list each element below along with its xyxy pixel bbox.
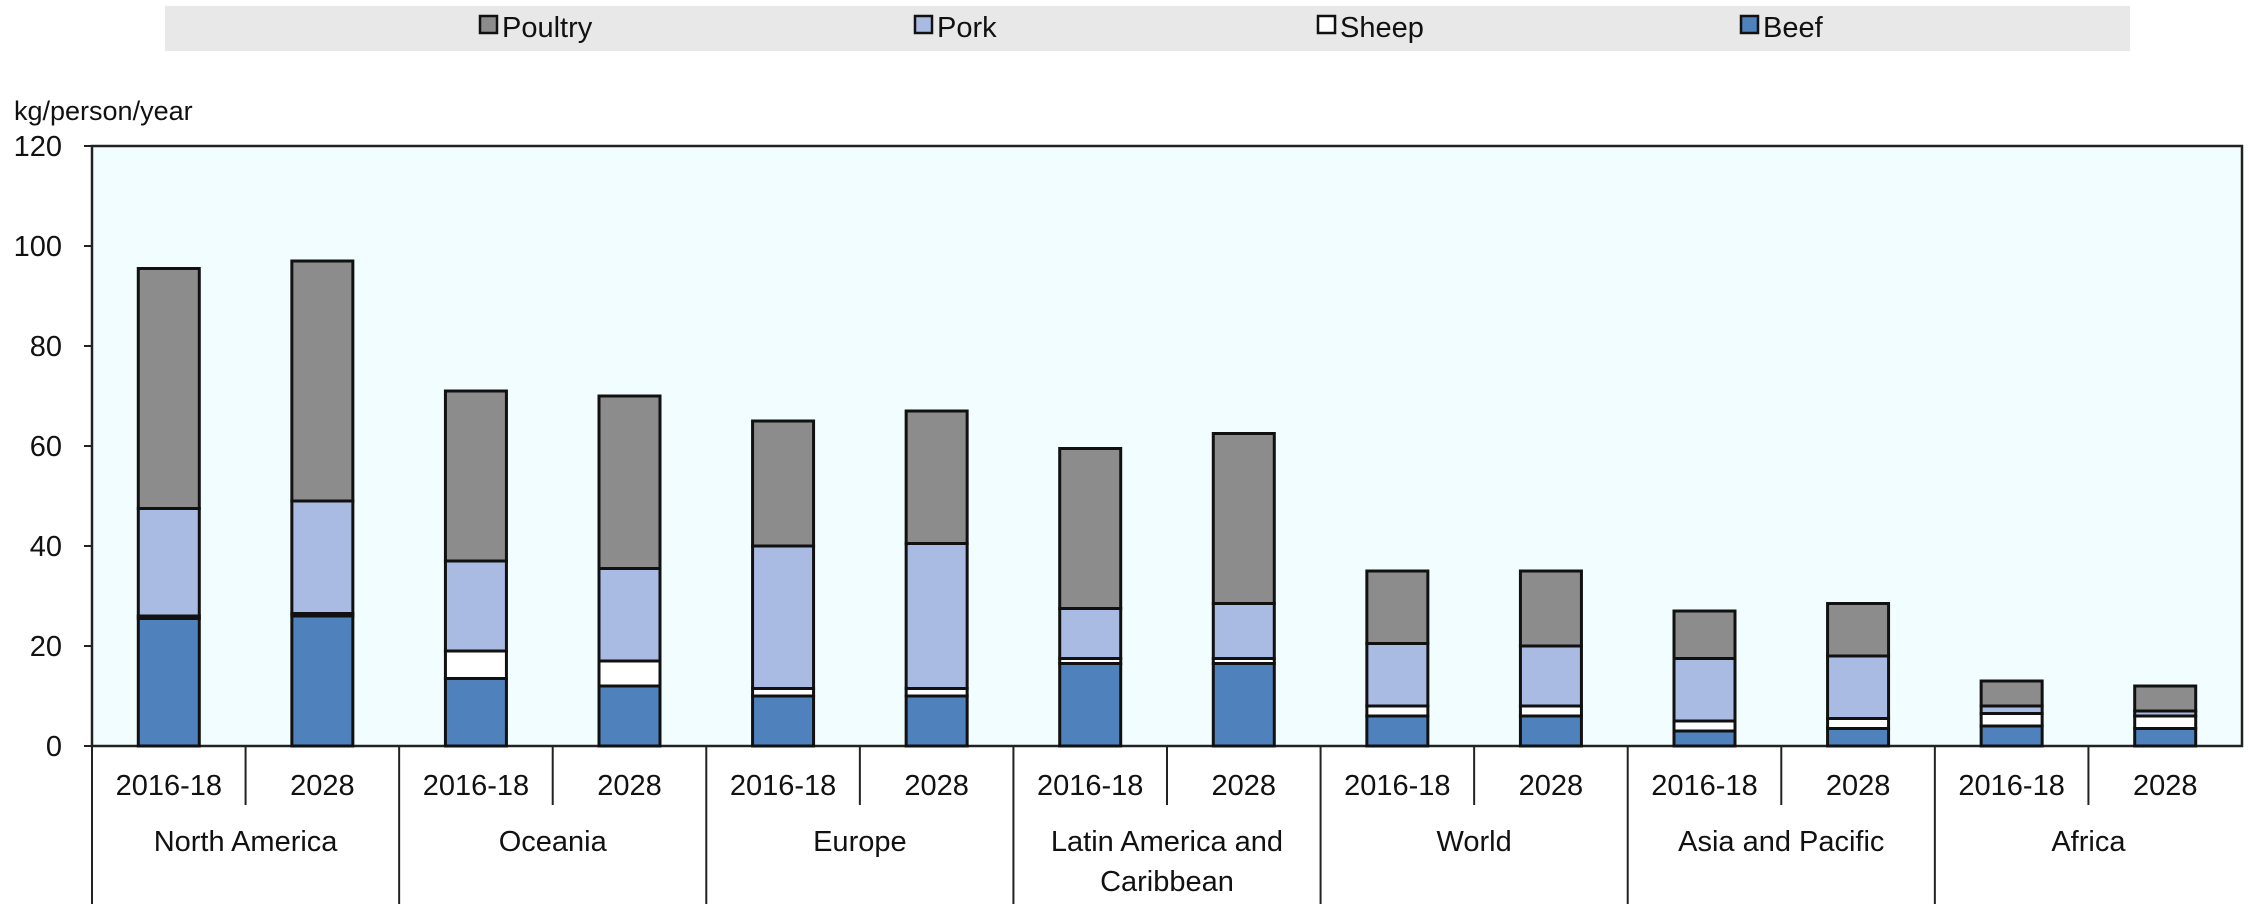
period-label: 2028 <box>904 770 969 802</box>
group-label: World <box>1437 826 1512 858</box>
bar-segment-poultry <box>1826 602 1891 658</box>
y-axis: 0 20 40 60 80 100 120 <box>14 131 92 763</box>
bar-segment-pork <box>1826 654 1891 720</box>
y-axis-label: kg/person/year <box>14 96 193 126</box>
bar-segment-beef <box>1211 662 1276 748</box>
bar-segment-beef <box>1518 714 1583 748</box>
legend-label-beef: Beef <box>1763 12 1824 44</box>
group-label: Latin America and <box>1051 826 1283 858</box>
bar-segment-poultry <box>1672 609 1737 660</box>
bar-segment-pork <box>597 567 662 663</box>
bar-segment-pork <box>443 559 508 653</box>
bar-segment-sheep <box>443 649 508 680</box>
y-tick-label: 120 <box>14 131 62 163</box>
bar-segment-poultry <box>1211 432 1276 605</box>
bar-segment-pork <box>751 544 816 690</box>
period-label: 2028 <box>290 770 355 802</box>
group-label: Europe <box>813 826 907 858</box>
bar-segment-sheep <box>2133 714 2198 730</box>
period-label: 2016-18 <box>730 770 836 802</box>
y-tick-label: 0 <box>46 731 62 763</box>
group-label: Asia and Pacific <box>1678 826 1884 858</box>
bar-segment-poultry <box>136 267 201 510</box>
bar-segment-beef <box>1979 724 2044 748</box>
bar-segment-poultry <box>1979 679 2044 708</box>
bar-segment-poultry <box>1365 569 1430 645</box>
period-label: 2028 <box>2133 770 2198 802</box>
legend-label-poultry: Poultry <box>502 12 593 44</box>
legend-swatch-beef <box>1739 14 1760 35</box>
bar-segment-pork <box>1058 607 1123 660</box>
bar-segment-pork <box>1518 644 1583 708</box>
bar-segment-pork <box>1672 657 1737 723</box>
y-tick-label: 40 <box>30 531 62 563</box>
legend-swatch-pork <box>913 14 934 35</box>
bar-segment-beef <box>290 614 355 748</box>
bar-segment-beef <box>904 694 969 748</box>
plot-area <box>90 144 2244 748</box>
bar-segment-beef <box>1672 729 1737 748</box>
bar-segment-beef <box>1058 662 1123 748</box>
period-label: 2028 <box>1519 770 1584 802</box>
bar-segment-pork <box>290 499 355 615</box>
bar-segment-beef <box>2133 727 2198 748</box>
bar-segment-beef <box>136 617 201 748</box>
bar-segment-poultry <box>751 419 816 548</box>
group-label: Africa <box>2051 826 2126 858</box>
bar-segment-sheep <box>1979 712 2044 728</box>
x-axis: 2016-18 2028 North America 2016-18 2028 Ocean… <box>91 746 2198 904</box>
bar-segment-beef <box>1365 714 1430 748</box>
y-tick-label: 80 <box>30 331 62 363</box>
group-label: Oceania <box>499 826 608 858</box>
period-label: 2016-18 <box>423 770 529 802</box>
legend-swatch-poultry <box>478 14 499 35</box>
y-tick-label: 20 <box>30 631 62 663</box>
bar-segment-poultry <box>904 409 969 545</box>
group-label: North America <box>154 826 339 858</box>
legend: Poultry Pork Sheep Beef <box>478 12 1824 44</box>
bars <box>136 259 2198 748</box>
period-label: 2016-18 <box>1037 770 1143 802</box>
period-label: 2028 <box>597 770 662 802</box>
legend-label-sheep: Sheep <box>1340 12 1424 44</box>
bar-segment-pork <box>136 507 201 618</box>
bar-segment-sheep <box>597 659 662 688</box>
bar-segment-beef <box>751 694 816 748</box>
period-label: 2028 <box>1212 770 1277 802</box>
bar-segment-beef <box>443 677 508 748</box>
bar-segment-beef <box>1826 727 1891 748</box>
period-label: 2016-18 <box>1344 770 1450 802</box>
bar-segment-poultry <box>443 389 508 563</box>
legend-label-pork: Pork <box>937 12 997 44</box>
y-tick-label: 100 <box>14 231 62 263</box>
period-label: 2016-18 <box>116 770 222 802</box>
period-label: 2016-18 <box>1958 770 2064 802</box>
bar-segment-poultry <box>1518 569 1583 648</box>
bar-segment-poultry <box>2133 684 2198 713</box>
period-label: 2016-18 <box>1651 770 1757 802</box>
bar-segment-beef <box>597 684 662 748</box>
bar-segment-poultry <box>290 259 355 503</box>
period-label: 2028 <box>1826 770 1891 802</box>
bar-segment-pork <box>1365 642 1430 708</box>
legend-swatch-sheep <box>1316 14 1337 35</box>
group-label: Caribbean <box>1100 866 1234 898</box>
bar-segment-pork <box>904 542 969 690</box>
bar-segment-pork <box>1211 602 1276 660</box>
bar-segment-poultry <box>597 394 662 570</box>
y-tick-label: 60 <box>30 431 62 463</box>
legend-background <box>165 6 2130 51</box>
bar-segment-poultry <box>1058 447 1123 610</box>
